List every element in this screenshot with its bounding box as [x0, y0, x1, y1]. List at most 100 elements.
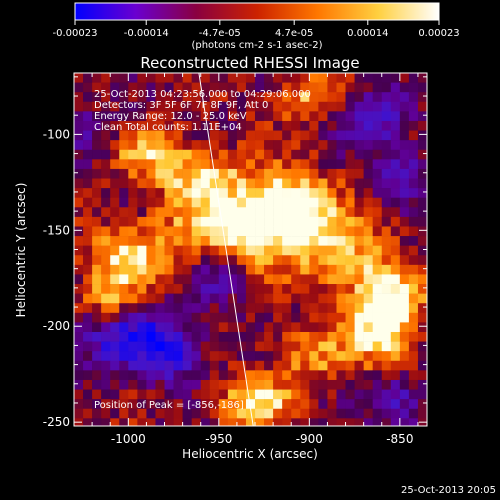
heatmap-cell	[155, 92, 165, 103]
heatmap-cell	[227, 341, 238, 352]
heatmap-cell	[282, 188, 292, 198]
heatmap-cell	[191, 178, 202, 189]
heatmap-cell	[354, 245, 364, 256]
heatmap-cell	[327, 197, 337, 208]
heatmap-cell	[291, 418, 301, 426]
heatmap-cell	[390, 207, 401, 218]
heatmap-cell	[336, 303, 346, 314]
heatmap-cell	[264, 284, 274, 294]
heatmap-cell	[363, 303, 373, 314]
heatmap-cell	[92, 207, 102, 218]
heatmap-cell	[309, 408, 319, 419]
heatmap-cell	[399, 188, 410, 198]
heatmap-cell	[318, 255, 328, 266]
heatmap-cell	[200, 188, 211, 198]
heatmap-cell	[110, 236, 120, 246]
heatmap-cell	[245, 178, 256, 189]
heatmap-cell	[164, 312, 174, 323]
heatmap-cell	[101, 312, 111, 323]
heatmap-cell	[345, 245, 355, 256]
heatmap-cell	[381, 111, 392, 122]
heatmap-cell	[137, 274, 147, 285]
heatmap-cell	[209, 188, 220, 198]
heatmap-cell	[417, 149, 427, 160]
heatmap-cell	[128, 101, 138, 112]
heatmap-cell	[309, 360, 319, 371]
heatmap-cell	[309, 140, 319, 151]
heatmap-cell	[363, 399, 373, 410]
heatmap-cell	[354, 168, 364, 179]
heatmap-cell	[408, 370, 419, 381]
heatmap-cell	[200, 140, 211, 151]
heatmap-cell	[372, 207, 383, 218]
heatmap-cell	[273, 264, 283, 275]
heatmap-cell	[245, 82, 256, 93]
heatmap-cell	[381, 370, 392, 381]
heatmap-cell	[119, 168, 129, 179]
heatmap-cell	[390, 360, 401, 371]
heatmap-cell	[381, 303, 392, 314]
heatmap-cell	[128, 360, 138, 371]
heatmap-cell	[399, 322, 410, 333]
heatmap-cell	[309, 389, 319, 400]
heatmap-cell	[119, 379, 129, 390]
heatmap-cell	[363, 312, 373, 323]
heatmap-cell	[146, 341, 156, 352]
heatmap-cell	[74, 312, 84, 323]
heatmap-cell	[74, 216, 84, 227]
heatmap-cell	[128, 140, 138, 151]
heatmap-cell	[408, 264, 419, 275]
heatmap-cell	[191, 73, 202, 83]
heatmap-cell	[282, 341, 292, 352]
heatmap-cell	[273, 389, 283, 400]
heatmap-cell	[119, 140, 129, 151]
heatmap-cell	[209, 140, 220, 151]
heatmap-cell	[255, 120, 265, 131]
heatmap-cell	[390, 101, 401, 112]
heatmap-cell	[309, 399, 319, 410]
heatmap-cell	[399, 389, 410, 400]
heatmap-cell	[92, 408, 102, 419]
heatmap-cell	[173, 322, 183, 333]
heatmap-cell	[182, 399, 192, 410]
heatmap-cell	[354, 73, 364, 83]
heatmap-cell	[372, 168, 383, 179]
heatmap-cell	[128, 111, 138, 122]
heatmap-cell	[381, 418, 392, 426]
heatmap-cell	[236, 360, 247, 371]
heatmap-cell	[137, 101, 147, 112]
heatmap-cell	[417, 216, 427, 227]
heatmap-cell	[336, 149, 346, 160]
heatmap-cell	[381, 130, 392, 141]
heatmap-cell	[137, 140, 147, 151]
heatmap-cell	[236, 216, 247, 227]
heatmap-cell	[354, 389, 364, 400]
heatmap-cell	[173, 226, 183, 237]
heatmap-cell	[399, 264, 410, 275]
heatmap-cell	[83, 360, 93, 371]
heatmap-cell	[354, 188, 364, 198]
heatmap-cell	[282, 379, 292, 390]
heatmap-cell	[417, 370, 427, 381]
heatmap-cell	[74, 341, 84, 352]
heatmap-cell	[110, 322, 120, 333]
heatmap-cell	[128, 399, 138, 410]
heatmap-cell	[417, 188, 427, 198]
heatmap-cell	[245, 389, 256, 400]
heatmap-cell	[227, 312, 238, 323]
heatmap-cell	[119, 293, 129, 304]
heatmap-cell	[399, 73, 410, 83]
heatmap-cell	[128, 322, 138, 333]
heatmap-cell	[128, 379, 138, 390]
heatmap-cell	[354, 284, 364, 294]
heatmap-cell	[119, 207, 129, 218]
heatmap-cell	[282, 245, 292, 256]
heatmap-cell	[291, 120, 301, 131]
heatmap-cell	[146, 168, 156, 179]
heatmap-cell	[83, 245, 93, 256]
heatmap-cell	[200, 178, 211, 189]
heatmap-cell	[399, 207, 410, 218]
heatmap-cell	[155, 379, 165, 390]
heatmap-cell	[399, 370, 410, 381]
heatmap-cell	[354, 274, 364, 285]
